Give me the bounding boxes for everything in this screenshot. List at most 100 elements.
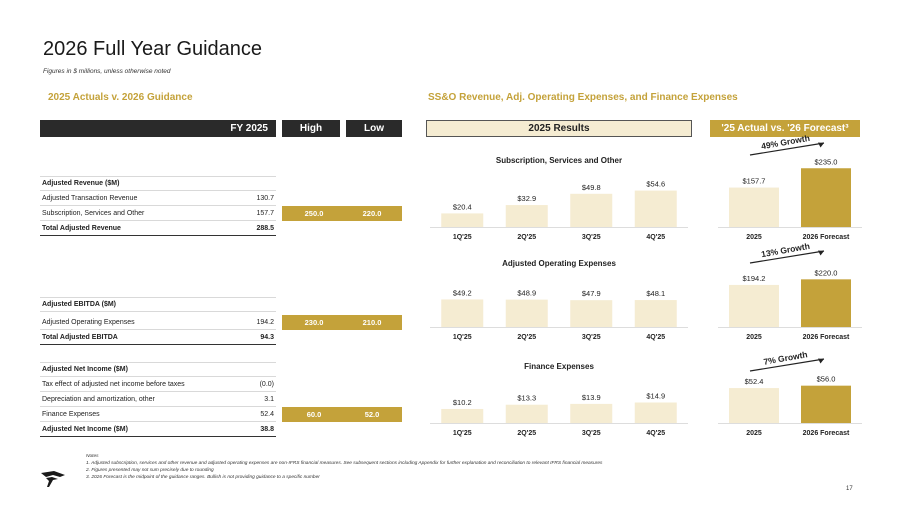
table-row: Finance Expenses 52.4 — [40, 407, 276, 422]
results-header: 2025 Results — [426, 120, 692, 137]
table-row: Depreciation and amortization, other 3.1 — [40, 392, 276, 407]
data-label: $32.9 — [517, 194, 536, 203]
category-label: 1Q'25 — [453, 234, 472, 241]
category-label: 2025 — [746, 234, 762, 241]
bull-logo-icon — [41, 471, 65, 487]
chart-bar — [570, 193, 613, 227]
chart-bar — [801, 279, 851, 327]
guidance-band-revenue: 250.0 220.0 — [282, 206, 402, 221]
growth-annotation: 13% Growth — [760, 241, 810, 259]
high-header: High — [282, 120, 340, 137]
data-label: $157.7 — [743, 177, 766, 186]
row-label: Adjusted Net Income ($M) — [42, 425, 128, 433]
row-label: Adjusted EBITDA ($M) — [42, 301, 117, 308]
table-row: Tax effect of adjusted net income before… — [40, 377, 276, 392]
chart-title-ssao: Subscription, Services and Other — [495, 156, 623, 165]
row-label: Depreciation and amortization, other — [42, 395, 155, 403]
category-label: 2Q'25 — [517, 234, 536, 241]
data-label: $52.4 — [745, 377, 764, 386]
data-label: $235.0 — [815, 157, 838, 166]
row-label: Tax effect of adjusted net income before… — [42, 380, 185, 388]
table-row: Total Adjusted EBITDA 94.3 — [40, 330, 276, 345]
table-row: Total Adjusted Revenue 288.5 — [40, 221, 276, 236]
row-value: 157.7 — [256, 209, 274, 217]
row-label: Adjusted Transaction Revenue — [42, 194, 138, 202]
chart-bar — [634, 190, 677, 227]
page-title: 2026 Full Year Guidance — [43, 38, 263, 60]
data-label: $220.0 — [815, 268, 838, 277]
guidance-band-opex: 230.0 210.0 — [282, 315, 402, 330]
data-label: $56.0 — [817, 375, 836, 384]
data-label: $14.9 — [646, 392, 665, 401]
table-row: Subscription, Services and Other 157.7 — [40, 206, 276, 221]
notes-heading: Notes — [86, 454, 99, 459]
category-label: 2025 — [746, 334, 762, 341]
growth-arrow-icon — [749, 142, 825, 156]
data-label: $48.1 — [646, 289, 665, 298]
chart-title-finance: Finance Expenses — [524, 362, 594, 371]
chart-bar — [505, 299, 548, 327]
category-label: 4Q'25 — [646, 234, 665, 241]
footnotes: Notes 1. Adjusted subscription, services… — [86, 453, 602, 481]
guidance-low: 210.0 — [362, 318, 382, 327]
chart-bar — [570, 300, 613, 327]
chart-bar — [441, 213, 484, 227]
fy2025-header: FY 2025 — [40, 120, 276, 137]
row-value: 3.1 — [264, 395, 274, 403]
data-label: $13.9 — [582, 393, 601, 402]
note-item: 3. 2026 Forecast is the midpoint of the … — [86, 475, 320, 480]
chart-bar — [634, 300, 677, 327]
note-item: 2. Figures presented may not sum precise… — [86, 468, 214, 473]
data-label: $194.2 — [743, 274, 766, 283]
row-value: 94.3 — [260, 333, 274, 341]
data-label: $49.8 — [582, 183, 601, 192]
growth-annotation: 7% Growth — [763, 349, 808, 367]
arrow-head-icon — [818, 250, 824, 256]
guidance-high: 230.0 — [304, 318, 324, 327]
category-label: 3Q'25 — [582, 334, 601, 341]
growth-arrow-icon — [749, 358, 825, 372]
low-header: Low — [346, 120, 402, 137]
guidance-high: 60.0 — [306, 410, 322, 419]
page-subtitle: Figures in $ millions, unless otherwise … — [43, 68, 171, 75]
guidance-high: 250.0 — [304, 209, 324, 218]
left-section-title: 2025 Actuals v. 2026 Guidance — [48, 92, 193, 103]
chart-bar — [441, 299, 484, 327]
category-label: 4Q'25 — [646, 334, 665, 341]
data-label: $20.4 — [453, 202, 472, 211]
growth-arrow-icon — [749, 250, 825, 264]
data-label: $49.2 — [453, 288, 472, 297]
data-label: $13.3 — [517, 394, 536, 403]
compare-header: '25 Actual vs. '26 Forecast³ — [710, 120, 860, 137]
table-row: Adjusted Net Income ($M) 38.8 — [40, 422, 276, 437]
chart-bar — [634, 402, 677, 423]
row-value: 130.7 — [256, 194, 274, 202]
arrow-head-icon — [818, 142, 824, 148]
category-label: 2Q'25 — [517, 430, 536, 437]
growth-annotation: 49% Growth — [760, 133, 810, 151]
row-value: (0.0) — [259, 380, 274, 388]
page-number: 17 — [846, 486, 853, 492]
chart-title-opex: Adjusted Operating Expenses — [502, 259, 616, 268]
row-label: Total Adjusted EBITDA — [42, 333, 118, 341]
chart-bar — [505, 205, 548, 227]
category-label: 1Q'25 — [453, 430, 472, 437]
category-label: 3Q'25 — [582, 430, 601, 437]
category-label: 1Q'25 — [453, 334, 472, 341]
table-row: Adjusted Net Income ($M) — [40, 362, 276, 377]
category-label: 2026 Forecast — [803, 234, 850, 241]
guidance-low: 52.0 — [364, 410, 380, 419]
chart-bar — [729, 187, 779, 227]
data-label: $54.6 — [646, 180, 665, 189]
chart-bar — [801, 168, 851, 227]
row-value: 288.5 — [256, 224, 274, 232]
row-value: 52.4 — [260, 410, 274, 418]
right-section-title: SS&O Revenue, Adj. Operating Expenses, a… — [428, 92, 738, 103]
chart-bar — [729, 388, 779, 423]
category-label: 4Q'25 — [646, 430, 665, 437]
category-label: 2026 Forecast — [803, 430, 850, 437]
guidance-band-finance: 60.0 52.0 — [282, 407, 402, 422]
row-label: Adjusted Revenue ($M) — [42, 180, 120, 187]
chart-bar — [729, 284, 779, 327]
